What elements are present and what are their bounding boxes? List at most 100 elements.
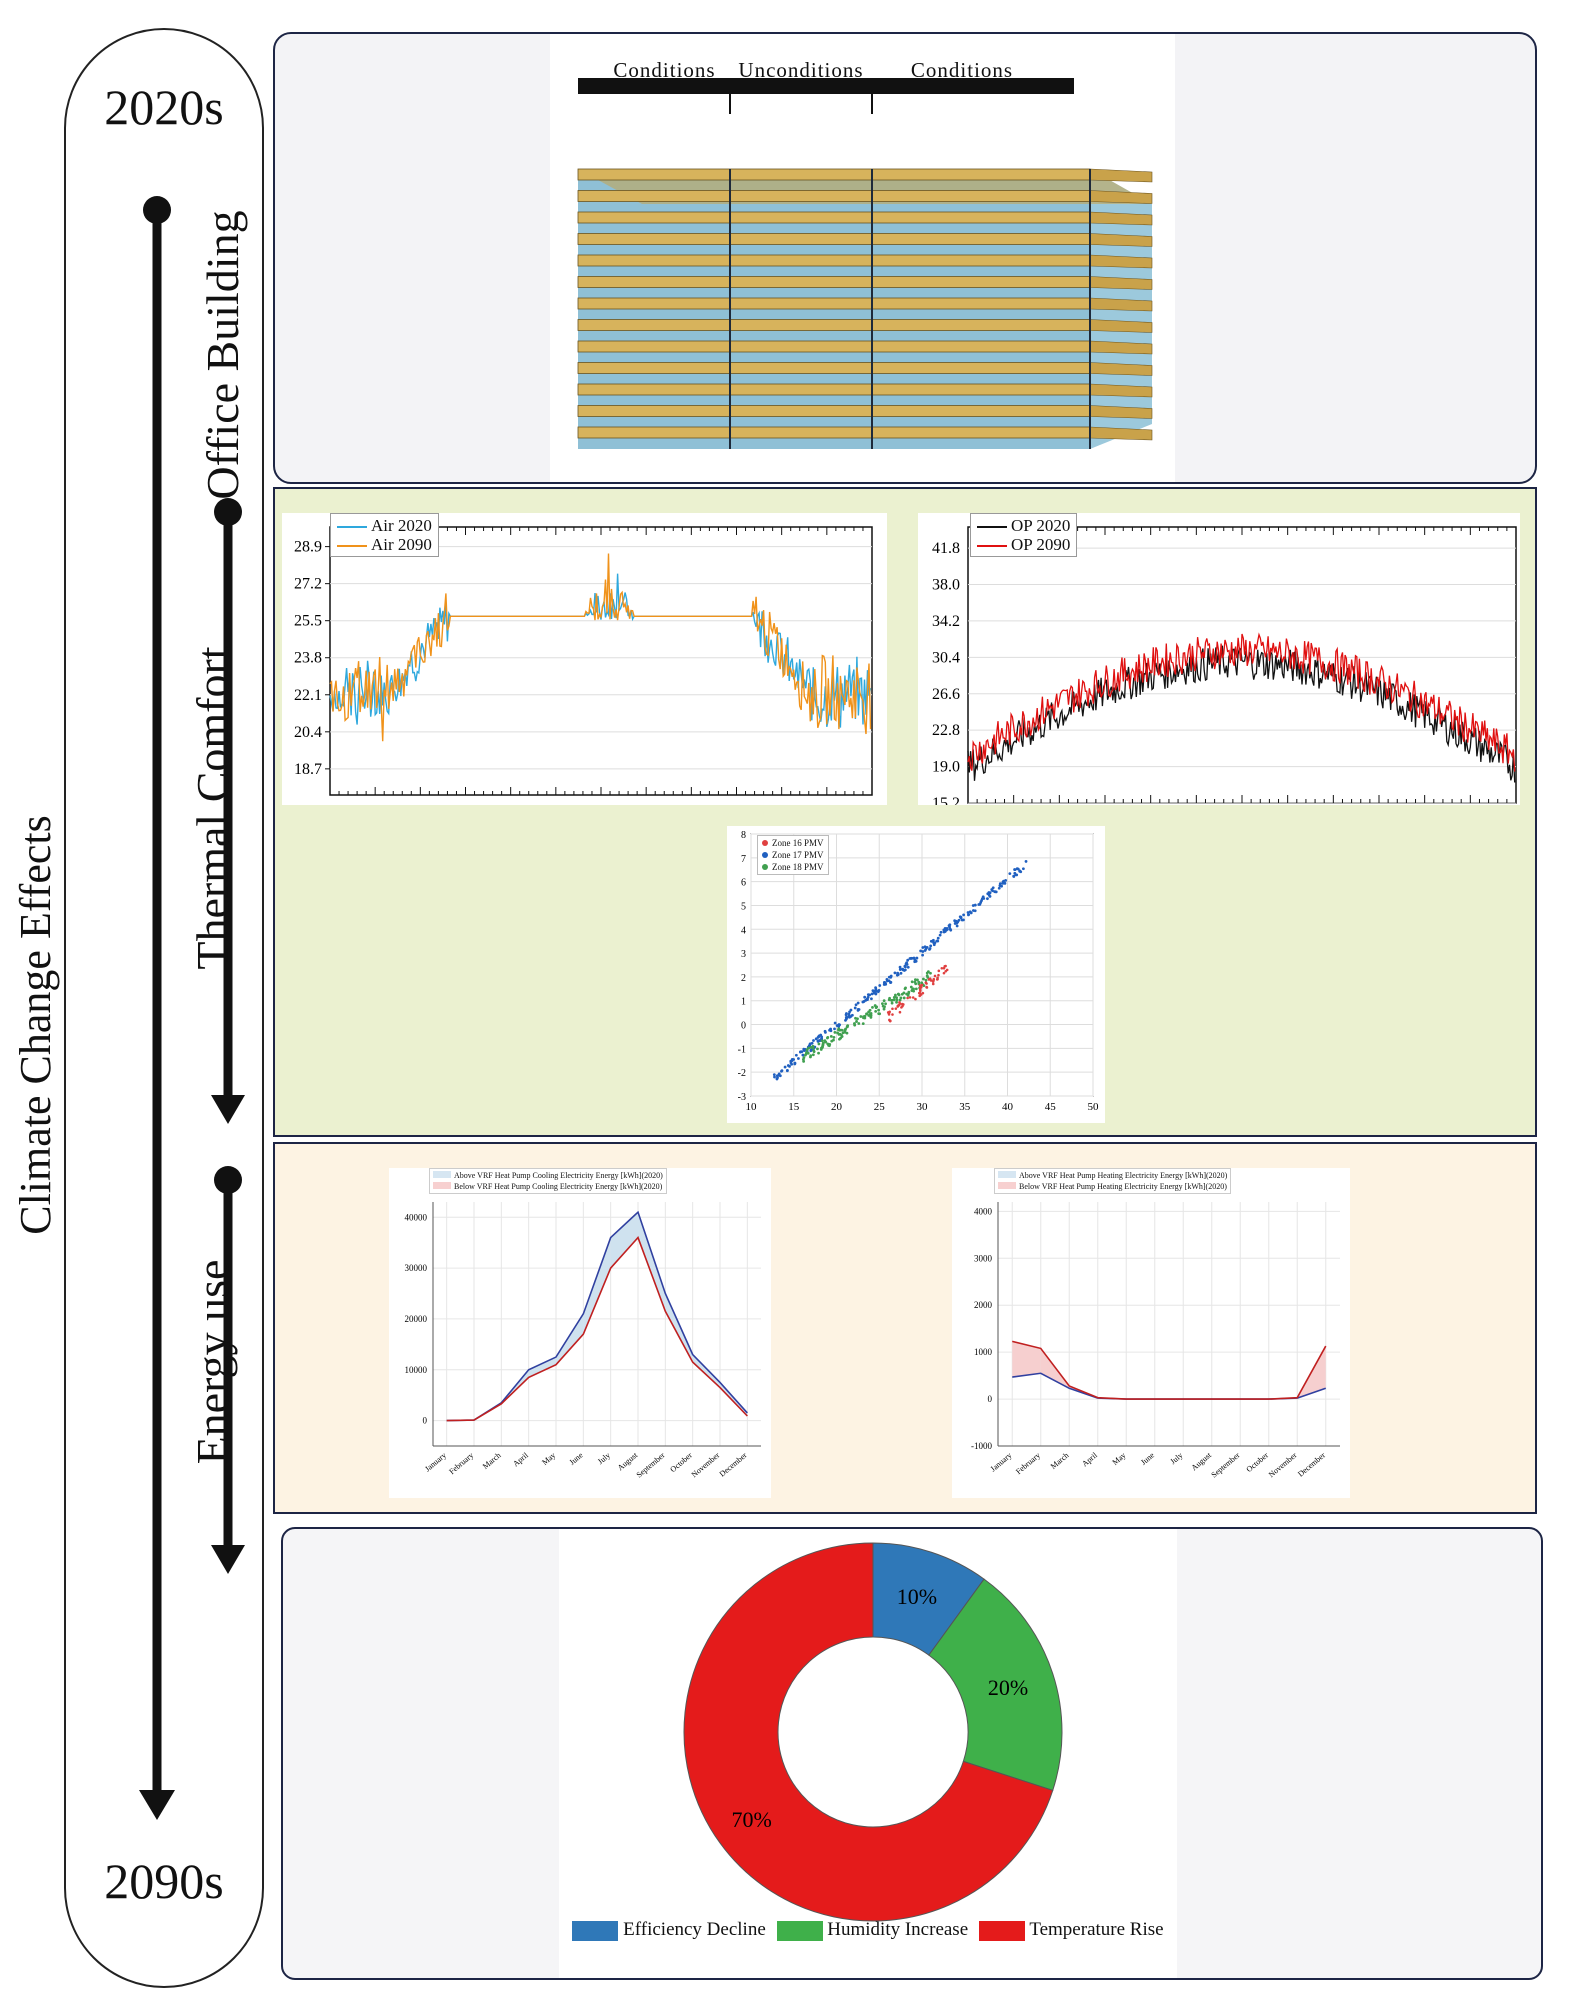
pmv-point-zone18 bbox=[926, 975, 930, 979]
pmv-point-zone17 bbox=[928, 947, 931, 951]
pmv-point-zone17 bbox=[786, 1064, 790, 1067]
pmv-point-zone17 bbox=[780, 1069, 783, 1073]
pmv-point-zone17 bbox=[810, 1041, 814, 1045]
pmv-point-zone18 bbox=[912, 987, 915, 991]
operative-temperature-chart: 41.8 38.0 34.2 30.4 26.6 22.8 19.0 15.2 OP 2020… bbox=[918, 513, 1520, 812]
pmv-point-zone17 bbox=[986, 897, 989, 901]
pmv-point-zone18 bbox=[895, 996, 898, 1000]
floor-slab bbox=[577, 340, 1091, 353]
pmv-point-zone16 bbox=[918, 987, 922, 990]
heating-band bbox=[1012, 1341, 1041, 1378]
pmv-point-zone17 bbox=[1000, 884, 1003, 888]
pmv-point-zone18 bbox=[861, 1022, 865, 1026]
legend-efficiency-decline: Efficiency Decline bbox=[623, 1919, 766, 1940]
pmv-point-zone18 bbox=[829, 1035, 833, 1038]
air-2020-series bbox=[329, 573, 872, 728]
pmv-point-zone17 bbox=[801, 1053, 805, 1057]
pmv-point-zone16 bbox=[937, 969, 941, 973]
pmv-point-zone18 bbox=[809, 1045, 813, 1049]
pmv-point-zone18 bbox=[830, 1039, 834, 1043]
floor-slab bbox=[577, 362, 1091, 374]
pmv-point-zone18 bbox=[856, 1017, 859, 1021]
pmv-point-zone17 bbox=[896, 971, 900, 975]
pmv-point-zone18 bbox=[867, 1010, 871, 1014]
pmv-point-zone16 bbox=[931, 980, 935, 983]
op-plot-frame bbox=[967, 526, 1517, 804]
timeline-arrows bbox=[139, 196, 245, 1820]
pmv-point-zone18 bbox=[802, 1056, 806, 1060]
pmv-point-zone18 bbox=[846, 1024, 850, 1028]
pmv-point-zone18 bbox=[882, 1007, 886, 1011]
floor-slab bbox=[577, 168, 1091, 181]
heating-xtick-label: June bbox=[1139, 1450, 1156, 1467]
pmv-point-zone17 bbox=[933, 941, 937, 945]
pmv-point-zone17 bbox=[793, 1061, 797, 1065]
pmv-point-zone17 bbox=[802, 1049, 806, 1053]
pmv-point-zone17 bbox=[929, 939, 933, 943]
floor-slab-side bbox=[1089, 426, 1153, 441]
cooling-series-above bbox=[446, 1210, 748, 1422]
cooling-ytick-label: 10000 bbox=[405, 1365, 428, 1375]
pmv-xtick-label: 15 bbox=[788, 1101, 800, 1113]
pmv-point-zone17 bbox=[777, 1072, 781, 1076]
pmv-point-zone16 bbox=[891, 1013, 894, 1016]
pmv-point-zone17 bbox=[861, 1000, 865, 1004]
cooling-ytick-label: 20000 bbox=[405, 1314, 428, 1324]
end-year-label: 2090s bbox=[104, 1853, 224, 1909]
pmv-point-zone18 bbox=[857, 1022, 861, 1025]
pmv-point-zone17 bbox=[854, 1003, 858, 1007]
pmv-point-zone18 bbox=[843, 1030, 847, 1034]
air-legend-2020: Air 2020 bbox=[371, 516, 432, 535]
step-label-office-building: Office Building bbox=[197, 210, 248, 500]
pmv-point-zone17 bbox=[948, 923, 952, 927]
pmv-point-zone18 bbox=[909, 985, 913, 989]
pmv-point-zone18 bbox=[895, 998, 899, 1002]
pmv-point-zone16 bbox=[888, 1018, 891, 1022]
pmv-point-zone17 bbox=[966, 911, 970, 914]
pmv-point-zone16 bbox=[906, 996, 909, 1000]
pmv-point-zone18 bbox=[816, 1047, 819, 1051]
pmv-point-zone17 bbox=[800, 1050, 804, 1054]
pmv-point-zone18 bbox=[809, 1054, 813, 1058]
heating-xtick-label: November bbox=[1267, 1450, 1299, 1479]
heating-xtick-label: December bbox=[1296, 1450, 1327, 1478]
pmv-point-zone17 bbox=[962, 918, 965, 922]
cooling-ytick-label: 0 bbox=[423, 1416, 428, 1426]
pmv-ytick-label: 8 bbox=[741, 830, 746, 841]
pmv-ytick-label: 0 bbox=[741, 1021, 746, 1032]
floor-slab bbox=[577, 383, 1091, 396]
pmv-point-zone17 bbox=[849, 1014, 853, 1018]
pmv-point-zone18 bbox=[914, 987, 918, 991]
pmv-point-zone17 bbox=[906, 958, 910, 962]
pmv-point-zone16 bbox=[911, 996, 915, 999]
pmv-point-zone17 bbox=[968, 910, 972, 914]
pmv-point-zone17 bbox=[844, 1018, 847, 1022]
pmv-point-zone18 bbox=[845, 1031, 849, 1035]
pmv-point-zone17 bbox=[938, 933, 942, 937]
pmv-point-zone18 bbox=[855, 1020, 858, 1023]
pmv-point-zone17 bbox=[887, 975, 891, 979]
pmv-point-zone18 bbox=[817, 1042, 821, 1046]
pmv-point-zone17 bbox=[1008, 872, 1012, 876]
pmv-point-zone18 bbox=[877, 1008, 881, 1012]
pmv-point-zone18 bbox=[869, 1013, 873, 1017]
pmv-point-zone17 bbox=[838, 1023, 841, 1027]
pmv-point-zone17 bbox=[911, 956, 915, 960]
donut-label: 70% bbox=[731, 1807, 771, 1832]
pmv-point-zone18 bbox=[881, 1002, 884, 1006]
pmv-point-zone18 bbox=[837, 1027, 841, 1031]
heating-xtick-label: September bbox=[1210, 1450, 1242, 1479]
pmv-point-zone17 bbox=[929, 944, 933, 948]
pmv-point-zone18 bbox=[897, 993, 901, 997]
pmv-point-zone18 bbox=[912, 989, 916, 993]
pmv-point-zone17 bbox=[939, 930, 943, 934]
pmv-point-zone17 bbox=[909, 956, 913, 960]
pmv-point-zone17 bbox=[921, 950, 925, 953]
pmv-point-zone17 bbox=[882, 981, 886, 984]
pmv-point-zone17 bbox=[1024, 860, 1028, 863]
pmv-point-zone17 bbox=[921, 953, 924, 957]
pmv-point-zone18 bbox=[869, 1015, 873, 1019]
pmv-point-zone16 bbox=[925, 985, 928, 989]
donut-chart: 10% 20% 70% Efficiency Decline Humidity In… bbox=[559, 1529, 1177, 1978]
heating-xtick-label: March bbox=[1049, 1451, 1071, 1471]
